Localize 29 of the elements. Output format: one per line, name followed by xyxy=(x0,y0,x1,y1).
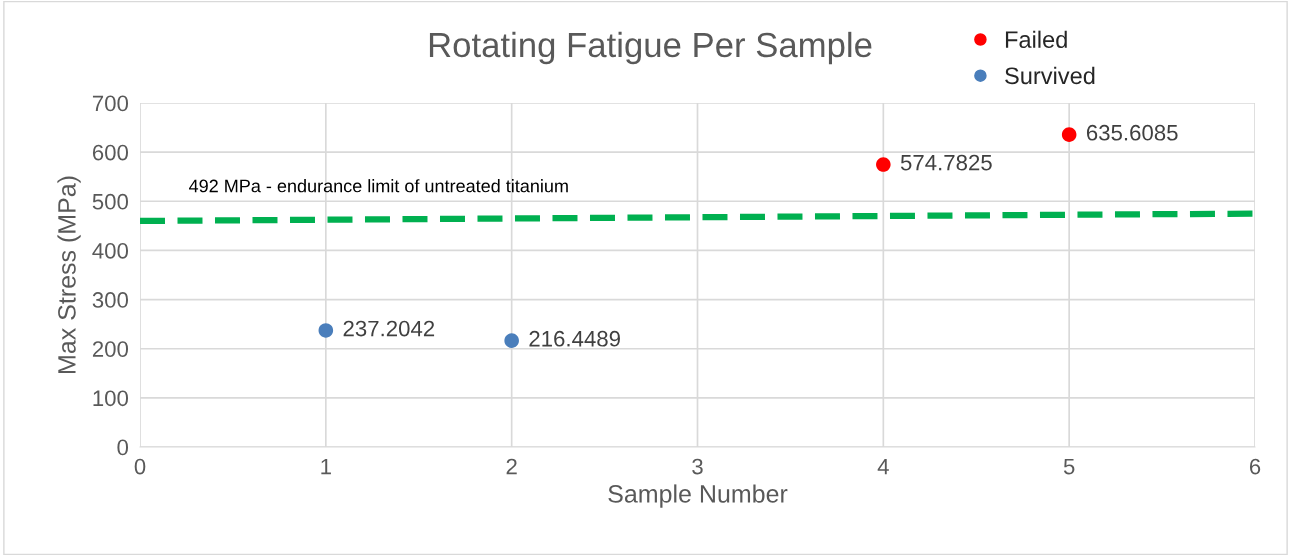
y-tick-label: 300 xyxy=(92,292,129,308)
y-tick-label: 600 xyxy=(92,144,129,161)
y-tick-label: 400 xyxy=(92,242,129,259)
point xyxy=(1061,127,1077,142)
y-tick-label: 0 xyxy=(117,439,129,456)
x-tick-label: 2 xyxy=(506,458,517,475)
legend-label: Survived xyxy=(1005,66,1095,85)
data-label: 635.6085 xyxy=(1086,124,1178,141)
y-tick-label: 100 xyxy=(93,390,129,407)
x-tick-label: 4 xyxy=(877,458,889,475)
y-tick-label: 200 xyxy=(92,341,129,357)
point xyxy=(504,333,519,348)
x-tick-label: 5 xyxy=(1063,458,1075,475)
x-tick-label: 3 xyxy=(692,458,703,475)
point xyxy=(876,157,891,172)
y-tick-label: 500 xyxy=(92,193,129,210)
x-axis-title: Sample Number xyxy=(608,484,788,508)
x-tick-label: 0 xyxy=(134,458,146,475)
data-label: 574.7825 xyxy=(900,154,992,171)
legend-label: Failed xyxy=(1005,30,1067,48)
annotation: 492 MPa - endurance limit of untreated titanium xyxy=(189,179,568,193)
point xyxy=(318,323,334,338)
chart-title: Rotating Fatigue Per Sample xyxy=(429,31,872,65)
x-tick-label: 1 xyxy=(321,458,331,475)
x-tick-label: 6 xyxy=(1249,458,1261,475)
data-label: 216.4489 xyxy=(529,330,620,347)
y-tick-label: 700 xyxy=(92,95,129,112)
y-axis-title: Max Stress (MPa) xyxy=(57,176,81,373)
data-label: 237.2042 xyxy=(343,320,435,337)
